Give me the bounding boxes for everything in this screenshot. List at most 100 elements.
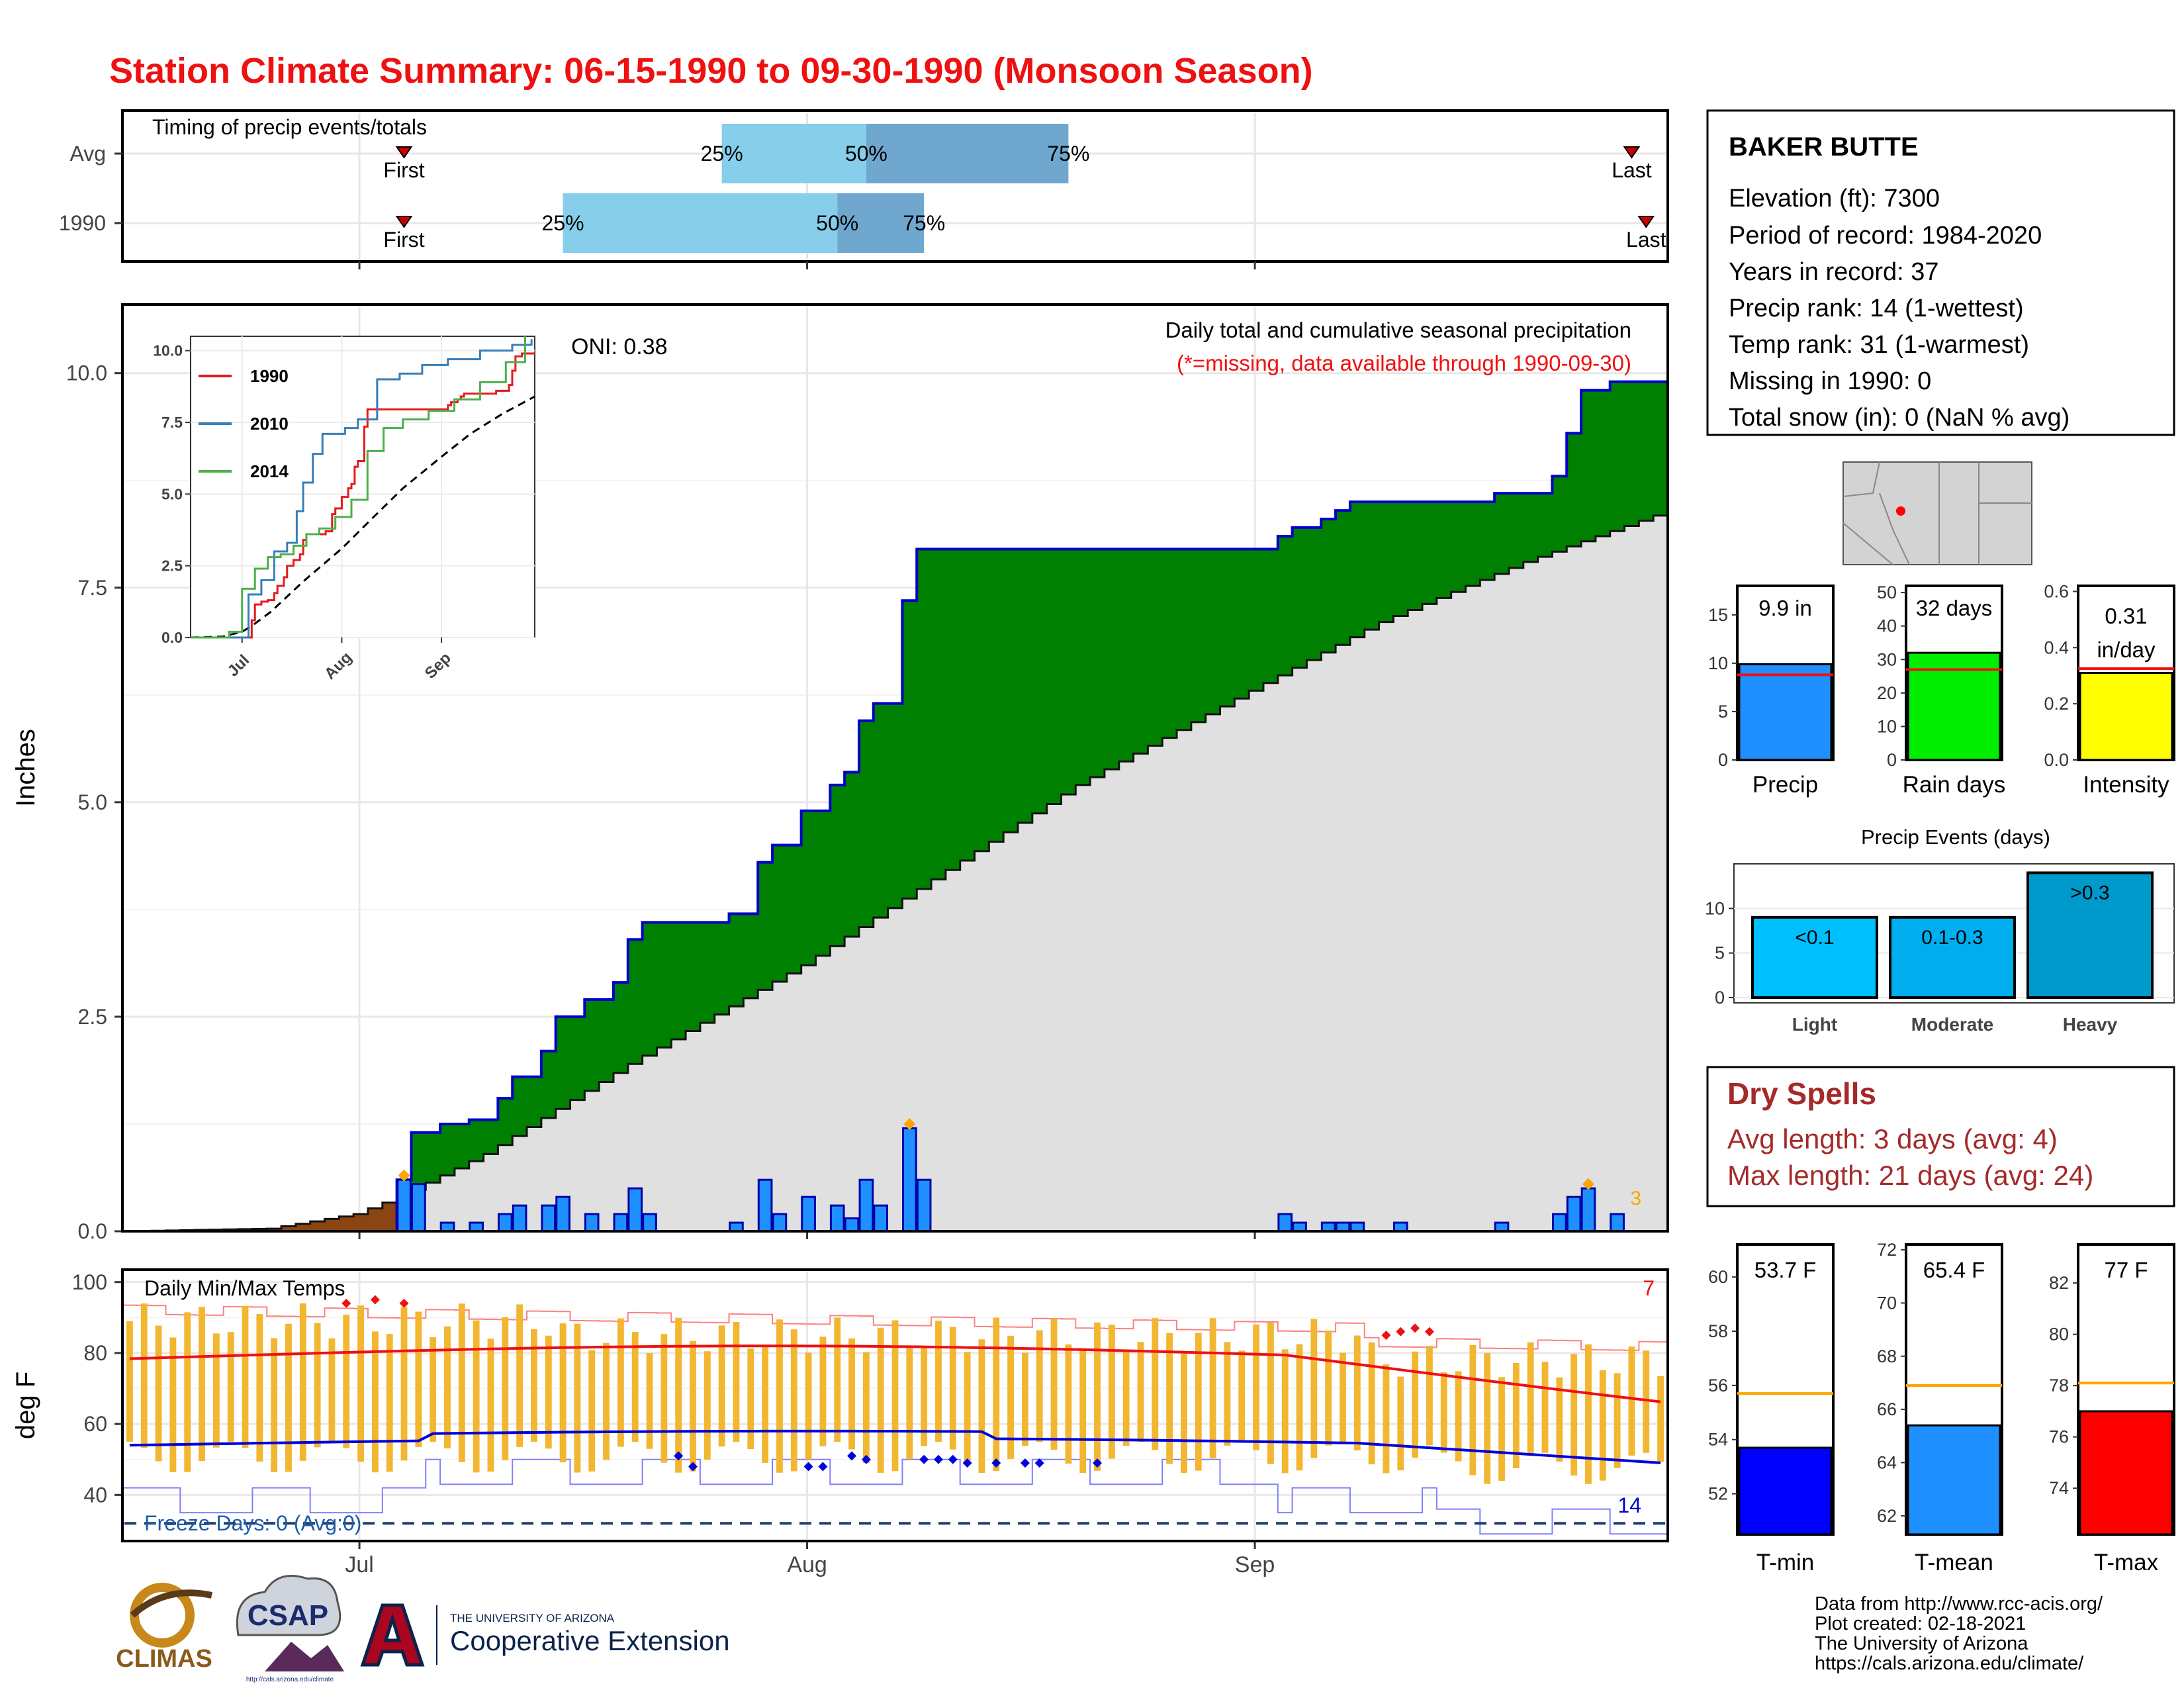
daily-temp-range-bar [1353,1335,1361,1451]
daily-precip-bar [411,1183,426,1233]
temp-bar-tick-label: 60 [1708,1267,1728,1287]
heavy-precip-marker [1582,1178,1594,1190]
temp-bar-tick-label: 64 [1877,1453,1897,1473]
daily-temp-range-bar [1021,1352,1028,1446]
temp-bar-value [1907,1424,2001,1536]
climas-logo-text: CLIMAS [116,1645,212,1673]
avg-cumulative-line [122,514,1668,1233]
timing-label: Timing of precip events/totals [152,115,427,139]
record-low-marker [1034,1458,1044,1468]
surplus-area [858,720,874,927]
surplus-area [1075,549,1091,785]
stat-bar-value-label: 0.31 [2105,604,2147,628]
record-low-marker [1020,1458,1030,1468]
stat-bar-tick-label: 50 [1877,583,1897,602]
station-line-5: Missing in 1990: 0 [1729,367,1931,395]
surplus-area [1032,549,1048,814]
csap-logo-mountain [265,1642,344,1671]
temp-panel: 40 60 80 100 Jul Aug Sep Daily Min/Max Temps d… [11,1268,1669,1577]
surplus-area [1046,549,1062,804]
daily-temp-range-bar [371,1331,379,1473]
daily-temp-range-bar [1152,1318,1159,1450]
ua-logo-a [360,1603,425,1667]
daily-temp-range-bar [906,1346,913,1460]
daily-temp-range-bar [646,1352,653,1449]
stat-bar-tick-label: 10 [1877,716,1897,736]
stat-bar-unit-label: in/day [2097,637,2156,662]
surplus-area [714,922,730,1015]
daily-temp-range-bar [242,1305,249,1448]
daily-temp-range-bar [1585,1344,1592,1484]
surplus-area [1191,549,1206,722]
daily-precip-bar [801,1196,816,1233]
dry-spells-max: Max length: 21 days (avg: 24) [1727,1160,2093,1191]
daily-temp-range-bar [1599,1370,1606,1481]
surplus-area [1393,502,1408,616]
stat-bar-tick-label: 20 [1877,683,1897,703]
temp-bar-tick-label: 76 [2049,1427,2069,1447]
surplus-area [844,772,860,937]
surplus-area [1653,381,1668,516]
daily-precip-bar [584,1213,600,1233]
daily-temp-range-bar [285,1323,292,1472]
daily-temp-range-bar [1122,1350,1130,1446]
dry-spells-title: Dry Spells [1727,1076,1876,1111]
csap-logo: CSAP http://cals.arizona.edu/climate [236,1575,344,1683]
surplus-area [426,1132,441,1183]
stat-bar-tick-label: 40 [1877,616,1897,636]
timing-first-label: First [383,228,424,252]
surplus-area [454,1123,470,1168]
freeze-days: Freeze Days: 0 (Avg:0) [144,1511,361,1535]
daily-temp-range-bar [271,1338,278,1473]
timing-panel: 25% 50% 75% First Last 25% 50% 75% First Last Tim… [59,109,1669,269]
timing-first-marker [395,146,413,159]
daily-temp-range-bar [357,1305,364,1462]
surplus-area [1321,519,1336,653]
inset-legend-label: 1990 [250,366,289,386]
temp-bar-value-label: 65.4 F [1923,1258,1985,1282]
daily-temp-range-bar [1556,1377,1563,1462]
event-category-label: Light [1792,1014,1837,1035]
daily-temp-range-bar [588,1350,596,1472]
surplus-area [1465,502,1480,586]
daily-temp-range-bar [617,1318,624,1447]
daily-temp-range-bar [660,1334,668,1463]
temp-ytick-label: 60 [83,1412,107,1436]
surplus-area [1292,528,1308,668]
deficit-area [353,1214,369,1231]
daily-temp-range-bar [386,1334,393,1472]
avg-cumulative-area [122,515,1668,1231]
daily-temp-range-bar [256,1314,263,1462]
daily-temp-range-bar [487,1338,494,1472]
daily-temp-range-bar [1498,1377,1505,1481]
map-state-borders [1843,461,2032,565]
stat-bar-tick-label: 10 [1708,653,1728,673]
climas-logo-swoosh [130,1589,213,1618]
map-frame [1843,461,2032,565]
daily-temp-range-bar [805,1352,812,1460]
daily-temp-range-bar [545,1335,552,1449]
station-line-6: Total snow (in): 0 (NaN % avg) [1729,404,2070,432]
temp-xtick-label: Sep [1235,1552,1275,1577]
daily-temp-range-bar [1469,1344,1477,1476]
deficit-area [310,1221,326,1231]
inset-ytick-label: 5.0 [161,485,183,502]
daily-temp-range-bar [415,1311,422,1448]
timing-p25-label: 25% [701,142,743,165]
temp-ylabel: deg F [11,1372,40,1439]
event-bar-label: 0.1-0.3 [1921,927,1983,949]
daily-temp-range-bar [1368,1342,1375,1465]
temp-count-hi: 7 [1643,1276,1655,1300]
daily-temp-range-bar [559,1323,567,1463]
station-line-0: Elevation (ft): 7300 [1729,185,1940,212]
surplus-area [902,600,917,899]
surplus-area [1494,493,1510,575]
surplus-area [469,1119,484,1162]
surplus-area [1336,510,1351,645]
dry-spells-avg: Avg length: 3 days (avg: 4) [1727,1123,2058,1154]
surplus-area [584,1000,600,1092]
surplus-area [1162,549,1177,738]
stat-bar-tick-label: 0 [1718,750,1728,770]
dry-spells-box: Dry Spells Avg length: 3 days (avg: 4) M… [1706,1066,2175,1207]
